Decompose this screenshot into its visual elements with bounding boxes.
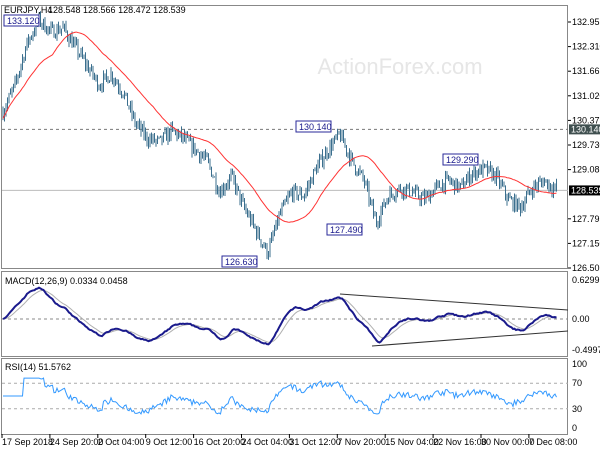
y-tick-label: 129.085 xyxy=(572,165,600,175)
annotation-box xyxy=(442,153,479,166)
x-tick-label: 16 Oct 20:00 xyxy=(194,437,246,447)
x-tick-label: 31 Oct 12:00 xyxy=(289,437,341,447)
y-tick-label: 127.150 xyxy=(572,238,600,248)
x-tick-label: 22 Nov 16:00 xyxy=(433,437,487,447)
level-price-box xyxy=(569,124,600,135)
axes: 132.955 132.310 131.665 131.020 130.375 129.7… xyxy=(1,14,600,447)
level-price-label: 130.140 xyxy=(571,124,600,134)
price-annotation: 129.290 xyxy=(442,153,479,166)
symbol-label: EURJPY,H4 xyxy=(4,5,52,15)
y-tick-label: 132.310 xyxy=(572,42,600,52)
x-tick-label: 2 Oct 04:00 xyxy=(98,437,145,447)
price-annotation: 133.120 xyxy=(3,14,40,27)
macd-tick-label: -0.4997 xyxy=(572,345,600,355)
macd-label: MACD(12,26,9) 0.0334 0.0458 xyxy=(5,276,128,286)
annotation-box xyxy=(3,14,40,27)
y-tick-label: 131.020 xyxy=(572,91,600,101)
macd-line xyxy=(2,286,557,346)
x-tick-label: 7 Nov 20:00 xyxy=(337,437,386,447)
y-tick-label: 126.505 xyxy=(572,263,600,273)
macd-upper-trendline xyxy=(339,293,569,311)
annotation-label: 126.630 xyxy=(225,257,258,267)
macd-tick-label: 0.6299 xyxy=(572,275,600,285)
x-tick-label: 9 Oct 12:00 xyxy=(146,437,193,447)
y-tick-label: 129.730 xyxy=(572,140,600,150)
current-price-label: 128.539 xyxy=(571,185,600,195)
current-price-box xyxy=(569,185,600,196)
annotation-box xyxy=(326,223,363,236)
ohlc-readout: 128.548 128.566 128.472 128.539 xyxy=(48,5,186,15)
price-annotation: 127.490 xyxy=(326,223,363,236)
price-annotation: 126.630 xyxy=(221,255,258,268)
y-tick-label: 130.375 xyxy=(572,115,600,125)
annotation-label: 127.490 xyxy=(330,225,363,235)
x-tick-label: 17 Sep 2018 xyxy=(2,437,53,447)
x-tick-label: 24 Oct 04:00 xyxy=(242,437,294,447)
price-annotation: 130.140 xyxy=(295,120,332,133)
macd-signal-line xyxy=(2,289,557,343)
macd-panel xyxy=(1,271,568,357)
rsi-tick-label: 0 xyxy=(572,423,577,433)
annotation-label: 133.120 xyxy=(7,16,40,26)
rsi-tick-label: 30 xyxy=(572,404,582,414)
rsi-tick-label: 70 xyxy=(572,378,582,388)
rsi-panel xyxy=(1,358,568,435)
price-series xyxy=(2,11,568,260)
watermark: ActionForex.com xyxy=(317,54,482,79)
annotation-label: 130.140 xyxy=(299,122,332,132)
x-tick-label: 7 Dec 08:00 xyxy=(529,437,578,447)
annotation-box xyxy=(295,120,332,133)
x-tick-label: 24 Sep 20:00 xyxy=(50,437,104,447)
rsi-series xyxy=(2,377,568,415)
price-panel xyxy=(1,5,568,269)
macd-lower-trendline xyxy=(371,330,569,347)
x-tick-label: 15 Nov 04:00 xyxy=(385,437,439,447)
y-tick-label: 132.955 xyxy=(572,17,600,27)
macd-tick-label: 0.00 xyxy=(572,314,590,324)
rsi-tick-label: 100 xyxy=(572,359,587,369)
annotation-label: 129.290 xyxy=(446,155,479,165)
y-tick-label: 131.665 xyxy=(572,66,600,76)
y-tick-label: 127.795 xyxy=(572,214,600,224)
x-tick-label: 30 Nov 00:00 xyxy=(481,437,535,447)
macd-series xyxy=(2,286,568,346)
moving-average-line xyxy=(2,31,557,223)
annotation-box xyxy=(221,255,258,268)
rsi-label: RSI(14) 51.5762 xyxy=(5,362,71,372)
rsi-line xyxy=(3,377,557,415)
